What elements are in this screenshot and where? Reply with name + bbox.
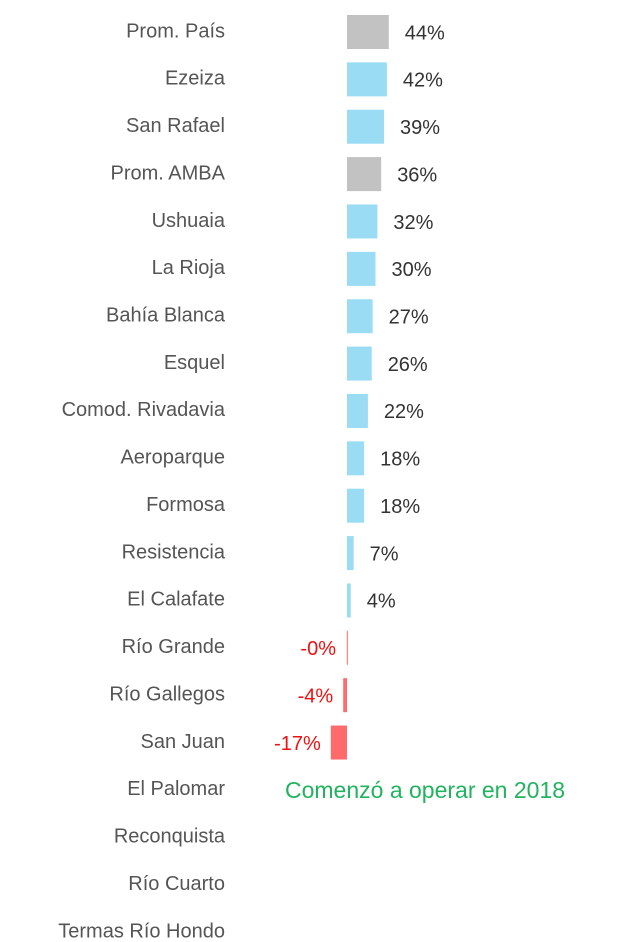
category-label: El Calafate <box>127 589 225 611</box>
category-label: Prom. AMBA <box>111 162 226 184</box>
category-label: Resistencia <box>122 541 226 563</box>
value-label: 22% <box>384 401 424 423</box>
bar <box>347 204 378 239</box>
bar <box>346 630 348 665</box>
bar <box>347 346 372 381</box>
value-label: 18% <box>380 496 420 518</box>
category-label: Bahía Blanca <box>106 305 226 327</box>
value-label: 27% <box>389 307 429 329</box>
category-label: Comod. Rivadavia <box>62 399 226 421</box>
value-label: 30% <box>392 259 432 281</box>
value-label: -0% <box>300 638 336 660</box>
value-label: -17% <box>274 733 321 755</box>
bar <box>347 62 387 97</box>
bar <box>347 251 376 286</box>
value-label: 26% <box>388 354 428 376</box>
category-label: San Juan <box>140 731 225 753</box>
bar <box>347 157 382 192</box>
category-label: Esquel <box>164 352 225 374</box>
bar <box>343 678 347 713</box>
value-label: 18% <box>380 449 420 471</box>
category-label: Formosa <box>146 494 226 516</box>
value-label: -4% <box>298 685 334 707</box>
category-label: Termas Río Hondo <box>58 920 225 942</box>
category-label: San Rafael <box>126 115 225 137</box>
bar <box>330 725 347 760</box>
category-label: El Palomar <box>127 778 225 800</box>
bar <box>347 441 365 476</box>
value-label: 4% <box>367 591 396 613</box>
value-label: 32% <box>393 212 433 234</box>
category-label: Río Gallegos <box>109 683 225 705</box>
category-label: Prom. País <box>126 20 225 42</box>
bar <box>347 109 385 144</box>
category-label: Ezeiza <box>165 68 226 90</box>
category-label: Reconquista <box>114 826 226 848</box>
bar <box>347 15 389 49</box>
value-label: 36% <box>397 164 437 186</box>
category-label: Río Cuarto <box>128 873 225 895</box>
annotation: Comenzó a operar en 2018 <box>285 777 565 803</box>
bar <box>347 488 365 523</box>
category-label: Aeroparque <box>120 447 225 469</box>
value-label: 7% <box>370 543 399 565</box>
category-label: La Rioja <box>152 257 226 279</box>
bar <box>347 299 373 334</box>
category-label: Ushuaia <box>152 210 226 232</box>
bar <box>347 393 368 428</box>
value-label: 42% <box>403 70 443 92</box>
bar <box>347 583 351 618</box>
category-label: Río Grande <box>122 636 225 658</box>
bar <box>347 536 354 571</box>
value-label: 44% <box>405 22 445 44</box>
value-label: 39% <box>400 117 440 139</box>
